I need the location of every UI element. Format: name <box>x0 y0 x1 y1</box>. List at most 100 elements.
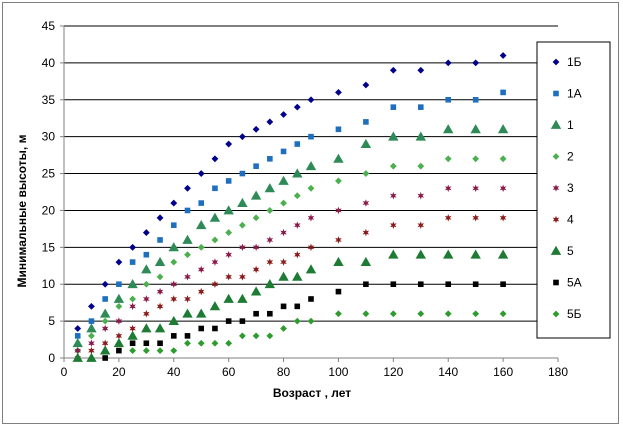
data-point <box>101 339 109 348</box>
data-point <box>74 325 82 332</box>
data-point <box>252 265 260 274</box>
data-point <box>129 302 136 311</box>
y-tick-label: 40 <box>42 56 56 70</box>
data-point <box>444 184 452 193</box>
data-point <box>335 310 342 318</box>
x-axis-title: Возраст , лет <box>273 386 351 400</box>
data-point <box>170 347 178 355</box>
data-point <box>170 222 177 228</box>
data-point <box>499 52 507 59</box>
data-point <box>443 249 454 259</box>
data-point <box>293 192 301 200</box>
data-point <box>102 355 108 361</box>
data-point <box>417 281 424 288</box>
data-point <box>115 332 123 340</box>
legend-item: 2 <box>552 150 574 164</box>
data-point <box>266 118 274 126</box>
data-point <box>294 141 301 147</box>
legend-box <box>536 41 611 339</box>
legend-marker <box>553 279 559 286</box>
data-point <box>294 303 301 310</box>
data-point <box>182 234 193 244</box>
data-point <box>252 214 260 222</box>
data-point <box>335 126 342 133</box>
legend-items: 1Б 1А 1 2 3 4 5 5А 5Б <box>550 55 582 321</box>
series-5 <box>74 184 507 355</box>
legend-marker <box>552 310 560 318</box>
data-point <box>113 338 125 348</box>
data-point <box>333 256 344 266</box>
data-point <box>127 279 138 289</box>
data-point <box>305 160 317 171</box>
data-point <box>143 340 150 347</box>
legend-marker <box>553 90 559 97</box>
data-point <box>470 249 481 259</box>
axes <box>63 26 558 359</box>
data-point <box>129 347 137 355</box>
data-point <box>417 221 425 229</box>
data-point <box>99 308 111 318</box>
data-point <box>115 317 123 325</box>
series-1 <box>74 52 507 332</box>
data-point <box>500 281 506 288</box>
data-point <box>170 295 178 303</box>
data-point <box>129 340 136 347</box>
legend-label: 1Б <box>567 55 582 69</box>
data-point <box>238 133 246 141</box>
data-point <box>184 251 191 259</box>
data-point <box>116 281 122 288</box>
data-point <box>129 243 137 251</box>
data-point <box>363 281 369 288</box>
data-point <box>168 242 179 252</box>
data-point <box>444 155 452 163</box>
y-tick-label: 15 <box>42 240 56 254</box>
y-tick-label: 45 <box>42 19 56 33</box>
data-point <box>390 221 397 229</box>
data-point <box>237 197 248 207</box>
data-point <box>278 271 289 281</box>
data-point <box>390 281 397 288</box>
legend-item: 1А <box>553 87 582 101</box>
data-point <box>223 205 234 215</box>
data-point <box>362 81 370 89</box>
data-point <box>74 333 81 339</box>
series-4 <box>74 155 507 355</box>
data-point <box>308 296 314 302</box>
data-point <box>280 325 287 332</box>
x-tick-label: 40 <box>167 365 181 379</box>
data-point <box>333 153 344 163</box>
data-point <box>280 228 287 237</box>
data-point <box>250 190 262 200</box>
data-point <box>280 303 287 310</box>
legend-item: 1 <box>550 118 574 132</box>
data-points <box>72 52 509 362</box>
x-tick-label: 0 <box>61 365 68 379</box>
data-point <box>225 140 233 148</box>
x-tick-label: 60 <box>222 365 236 379</box>
data-point <box>335 236 342 244</box>
data-point <box>142 347 150 355</box>
data-point <box>72 352 83 362</box>
data-point <box>472 184 479 193</box>
data-point <box>184 184 191 192</box>
legend-item: 3 <box>552 181 574 195</box>
data-point <box>196 220 207 230</box>
data-point <box>225 339 233 347</box>
data-point <box>389 66 397 74</box>
x-tick-label: 80 <box>277 365 291 379</box>
data-point <box>142 280 150 288</box>
x-tick-label: 120 <box>383 365 403 379</box>
data-point <box>141 264 152 274</box>
data-point <box>88 318 95 324</box>
data-point <box>388 131 399 141</box>
data-point <box>156 214 164 222</box>
data-point <box>184 333 191 339</box>
y-tick-label: 35 <box>42 93 56 107</box>
data-point <box>223 293 234 303</box>
data-point <box>335 89 342 96</box>
data-point <box>253 310 259 317</box>
data-point <box>417 104 424 110</box>
legend-label: 4 <box>567 213 574 227</box>
data-point <box>472 281 479 288</box>
data-point <box>102 296 108 302</box>
